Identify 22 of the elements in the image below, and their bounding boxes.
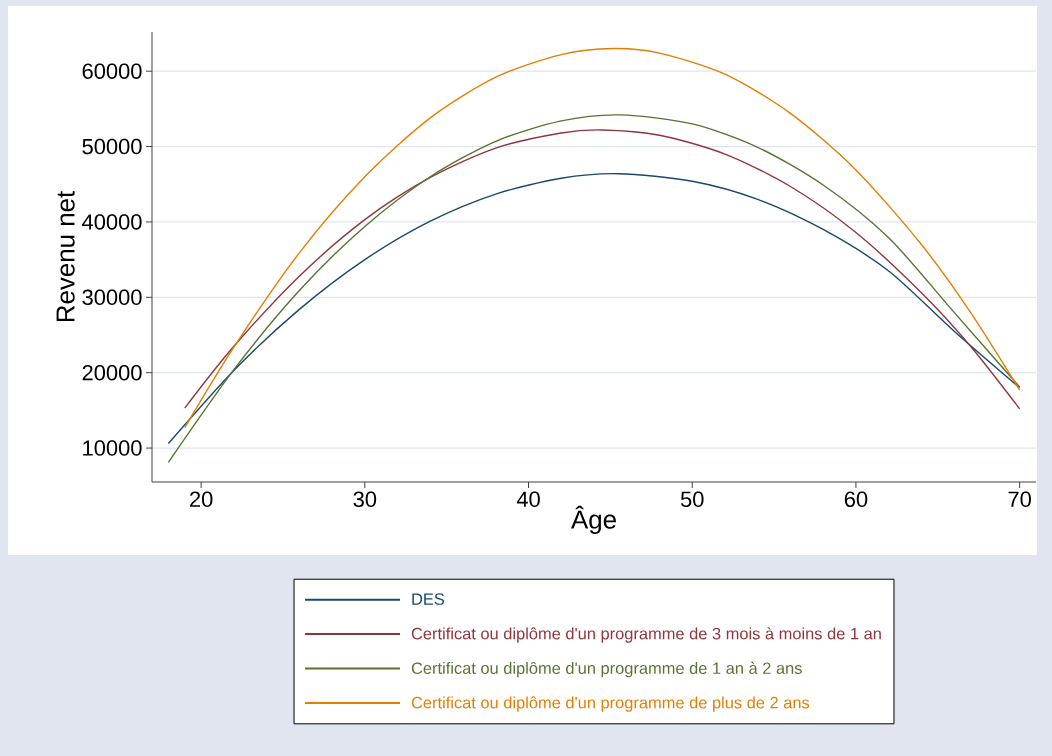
line-series (184, 129, 1021, 410)
y-tick-label: 60000 (82, 63, 142, 79)
x-tick-label: 20 (190, 491, 213, 508)
line-series (167, 172, 1021, 445)
y-tick-label: 20000 (82, 364, 142, 381)
y-tick-label: 40000 (82, 214, 142, 230)
x-axis-title: Âge (571, 505, 616, 534)
x-tick-label: 30 (353, 491, 377, 508)
x-tick-label: 40 (516, 491, 540, 508)
line-series (184, 47, 1021, 429)
text: Certificat ou diplôme d'un programme de plus de 2 ans (411, 696, 810, 712)
x-tick-label: 60 (844, 491, 868, 508)
text: Certificat ou diplôme d'un programme de 1 an à 2 ans (411, 661, 802, 678)
y-tick-label: 50000 (82, 138, 142, 155)
text: DES (412, 593, 445, 605)
y-tick-label: 30000 (82, 289, 142, 306)
x-tick-label: 70 (1008, 491, 1031, 508)
y-axis-title: Revenu net (56, 190, 75, 322)
text: Certificat ou diplôme d'un programme de 3 mois à moins de 1 an (411, 627, 881, 643)
line-series (167, 114, 1021, 464)
y-tick-label: 10000 (83, 440, 142, 456)
x-tick-label: 50 (680, 491, 704, 508)
